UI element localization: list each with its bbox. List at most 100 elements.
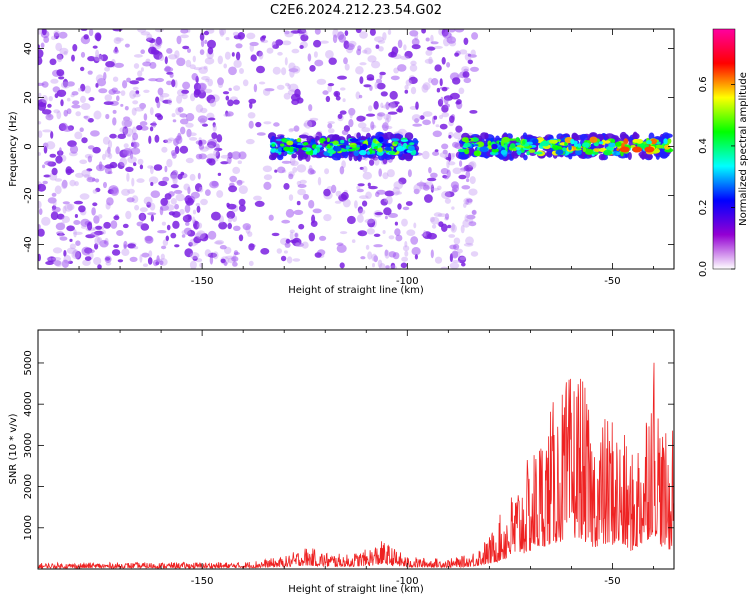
heatmap-cell [421,29,426,34]
heatmap-cell [176,95,183,104]
heatmap-cell [141,252,150,258]
heatmap-cell [143,196,153,205]
heatmap-cell [297,137,302,142]
heatmap-cell [384,146,392,151]
heatmap-cell [41,216,51,226]
heatmap-cell [317,176,322,186]
heatmap-cell [80,95,86,103]
heatmap-cell [404,89,409,94]
heatmap-cell [132,93,141,98]
heatmap-cell [362,143,368,150]
heatmap-cell [106,197,114,206]
heatmap-cell [80,83,86,92]
heatmap-cell [380,198,389,206]
heatmap-cell [388,51,397,58]
heatmap-cell [439,123,448,130]
heatmap-cell [285,238,291,244]
heatmap-cell [207,47,214,55]
heatmap-cell [281,40,292,46]
heatmap-cell [298,151,309,160]
heatmap-cell [366,228,375,235]
heatmap-cell [134,107,144,112]
heatmap-cell [169,72,174,78]
heatmap-cell [238,185,248,195]
heatmap-cell [463,77,472,84]
heatmap-cell [384,249,389,257]
heatmap-cell [185,59,192,68]
heatmap-cell [193,236,202,244]
heatmap-cell [337,31,345,40]
heatmap-cell [121,188,131,196]
heatmap-cell [288,62,296,71]
heatmap-cell [436,87,441,93]
heatmap-cell [110,220,118,229]
heatmap-cell [441,143,449,150]
heatmap-cell [444,198,451,204]
heatmap-cell [297,188,306,196]
heatmap-cell [260,39,269,44]
heatmap-cell [298,134,309,139]
heatmap-cell [452,167,462,175]
heatmap-cell [467,59,473,65]
heatmap-cell [164,165,168,173]
heatmap-cell [337,75,347,80]
heatmap-cell [60,221,66,230]
heatmap-cell [410,236,419,245]
heatmap-cell [564,141,568,147]
heatmap-cell [384,198,388,202]
heatmap-cell [454,29,465,33]
heatmap-cell [356,115,366,122]
heatmap-cell [458,151,465,155]
heatmap-cell [548,139,556,144]
heatmap-cell [248,120,254,129]
heatmap-cell [114,62,124,68]
heatmap-cell [97,237,103,244]
heatmap-cell [329,142,333,146]
heatmap-cell [248,260,254,267]
heatmap-cell [98,88,108,94]
heatmap-cell [410,60,417,66]
heatmap-cell [377,147,383,153]
heatmap-cell [470,66,479,72]
heatmap-cell [342,198,351,208]
heatmap-cell [388,213,398,218]
heatmap-cell [127,134,131,138]
heatmap-cell [108,89,116,95]
heatmap-cell [248,98,257,104]
heatmap-cell [465,236,474,246]
heatmap-cell [133,246,139,250]
heatmap-cell [38,92,42,98]
heatmap-cell [468,221,477,227]
heatmap-cell [453,243,460,251]
heatmap-cell [161,146,168,153]
heatmap-cell [204,39,208,45]
heatmap-cell [52,247,63,254]
heatmap-cell [192,255,198,261]
heatmap-cell [316,78,327,85]
heatmap-cell [179,113,188,118]
heatmap-cell [51,206,61,213]
heatmap-cell [430,34,434,43]
heatmap-cell [364,218,375,224]
heatmap-cell [255,121,262,128]
heatmap-cell [582,142,590,148]
heatmap-cell [184,204,191,213]
heatmap-cell [457,255,467,264]
heatmap-cell [63,250,67,257]
heatmap-cell [215,143,220,150]
heatmap-cell [510,143,516,149]
heatmap-cell [43,174,51,178]
heatmap-cell [349,138,359,143]
heatmap-cell [592,151,599,155]
heatmap-cell [258,51,264,60]
heatmap-cell [167,98,172,106]
heatmap-cell [335,95,341,101]
heatmap-cell [105,113,110,120]
heatmap-cell [53,199,57,207]
heatmap-cell [263,174,273,181]
heatmap-cell [174,244,180,248]
heatmap-cell [116,230,124,236]
heatmap-cell [38,183,47,192]
heatmap-cell [651,138,655,145]
heatmap-cell [253,83,258,93]
